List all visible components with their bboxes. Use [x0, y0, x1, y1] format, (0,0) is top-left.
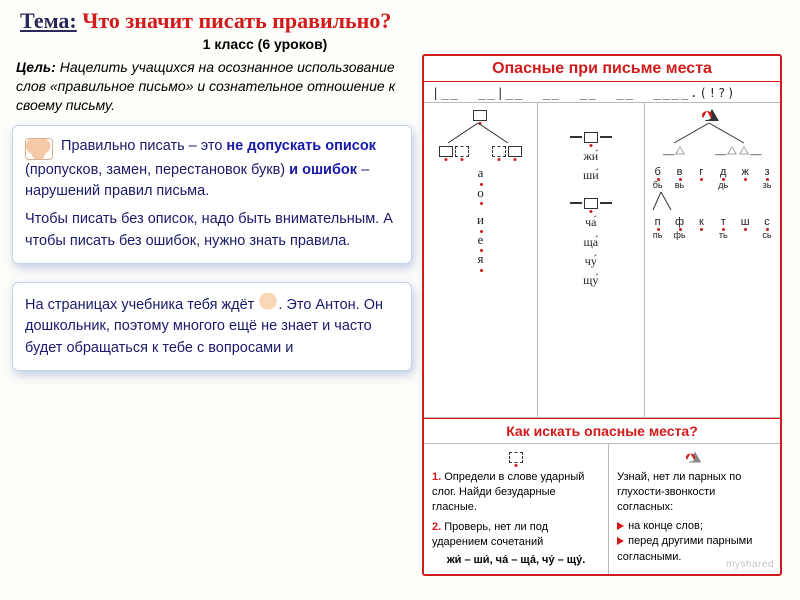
main-schema: а о и е я жи́ ши́ [424, 102, 780, 418]
goal-text: Цель: Нацелить учащихся на осознанное ис… [12, 54, 412, 125]
tema-label: Тема: Что значит писать правильно? [20, 8, 391, 33]
layout: Цель: Нацелить учащихся на осознанное ис… [0, 54, 800, 584]
question-title: Как искать опасные места? [424, 418, 780, 444]
col-syllables: жи́ ши́ ча́ ща́ чу́ щу́ [538, 103, 645, 417]
square-icon [473, 110, 487, 121]
bottom-instructions: 1. Определи в слове ударный слог. Найди … [424, 444, 780, 574]
subtitle: 1 класс (6 уроков) [0, 36, 780, 52]
arrow-icon [617, 537, 624, 545]
right-column: Опасные при письме места |__ __|__ __ __… [422, 54, 782, 576]
sentence-schema: |__ __|__ __ __ __ ____.(!?) [424, 82, 780, 102]
triangle-icon [706, 110, 718, 121]
boy-icon [258, 293, 278, 313]
card-definition: Правильно писать – это не допускать опис… [12, 125, 412, 264]
card-anton: На страницах учебника тебя ждёт . Это Ан… [12, 282, 412, 371]
left-column: Цель: Нацелить учащихся на осознанное ис… [12, 54, 412, 576]
panel-title: Опасные при письме места [424, 56, 780, 82]
col-vowels: а о и е я [424, 103, 538, 417]
steps-right: Узнай, нет ли парных по глухости-звонкос… [609, 444, 780, 574]
col-consonants: __ ____ б в г д ж з бь вь [645, 103, 780, 417]
voiced-row: б в г д ж з бь вь дь зь [649, 166, 776, 190]
watermark: myshared [726, 559, 774, 570]
arrow-icon [617, 522, 624, 530]
kids-icon [25, 138, 53, 160]
voiceless-row: п ф к т ш с пь фь ть сь [649, 216, 776, 240]
steps-left: 1. Определи в слове ударный слог. Найди … [424, 444, 609, 574]
danger-panel: Опасные при письме места |__ __|__ __ __… [422, 54, 782, 576]
header: Тема: Что значит писать правильно? 1 кла… [0, 0, 800, 54]
